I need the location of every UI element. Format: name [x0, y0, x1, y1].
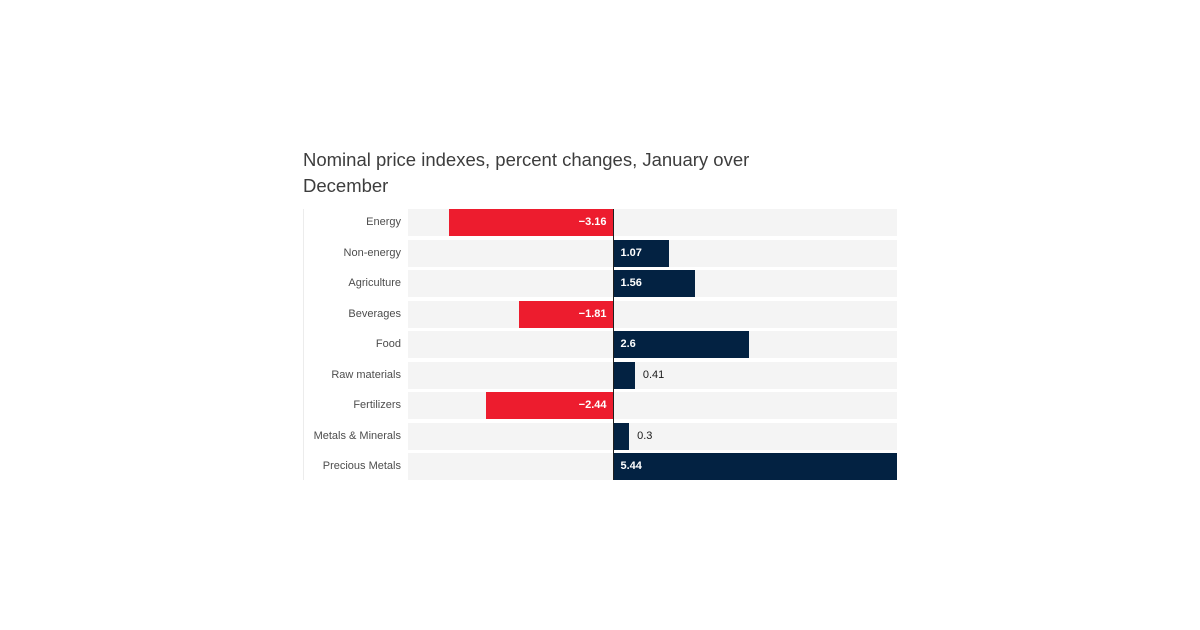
value-label: 2.6	[620, 338, 636, 350]
chart-row: Precious Metals 5.44	[303, 453, 899, 480]
category-label: Fertilizers	[353, 399, 401, 411]
chart-row: Metals & Minerals 0.3	[303, 422, 899, 450]
row-band	[408, 300, 897, 328]
category-label: Energy	[366, 216, 401, 228]
bar-positive	[613, 453, 897, 480]
category-label: Precious Metals	[322, 460, 401, 472]
category-label: Non-energy	[343, 246, 401, 259]
value-label: −2.44	[578, 399, 607, 411]
value-label: −1.81	[578, 307, 607, 320]
zero-axis-line	[613, 209, 614, 480]
chart-row: Food 2.6	[303, 331, 899, 358]
chart-row: Fertilizers −2.44	[303, 392, 899, 419]
category-label: Raw materials	[331, 368, 401, 381]
value-label: 1.56	[620, 277, 642, 289]
row-band	[408, 422, 897, 450]
bar-positive	[613, 361, 635, 389]
value-label: 1.07	[620, 246, 642, 259]
chart-row: Agriculture 1.56	[303, 270, 899, 297]
row-band	[408, 392, 897, 419]
bar-positive	[613, 331, 749, 358]
value-label: 0.41	[642, 368, 665, 381]
y-axis-spine	[303, 209, 304, 480]
category-label: Food	[375, 338, 401, 350]
bar-positive	[613, 239, 670, 267]
chart-row: Raw materials 0.41	[303, 361, 899, 389]
bar-positive	[613, 422, 630, 450]
category-label: Beverages	[348, 307, 401, 320]
category-label: Agriculture	[348, 277, 401, 289]
bar-chart: Energy −3.16 Non-energy 1.07 Agriculture 1.56…	[303, 209, 899, 481]
chart-title: Nominal price indexes, percent changes, …	[303, 149, 750, 196]
value-label: 0.3	[637, 429, 653, 442]
row-band	[408, 361, 897, 389]
bar-negative	[519, 300, 614, 328]
chart-row: Non-energy 1.07	[303, 239, 899, 267]
chart-row: Beverages −1.81	[303, 300, 899, 328]
bar-negative	[486, 392, 614, 419]
value-label: 5.44	[620, 460, 642, 472]
category-label: Metals & Minerals	[313, 429, 401, 442]
chart-row: Energy −3.16	[303, 209, 899, 236]
bar-positive	[613, 270, 695, 297]
value-label: −3.16	[578, 216, 607, 228]
bar-negative	[448, 209, 614, 236]
